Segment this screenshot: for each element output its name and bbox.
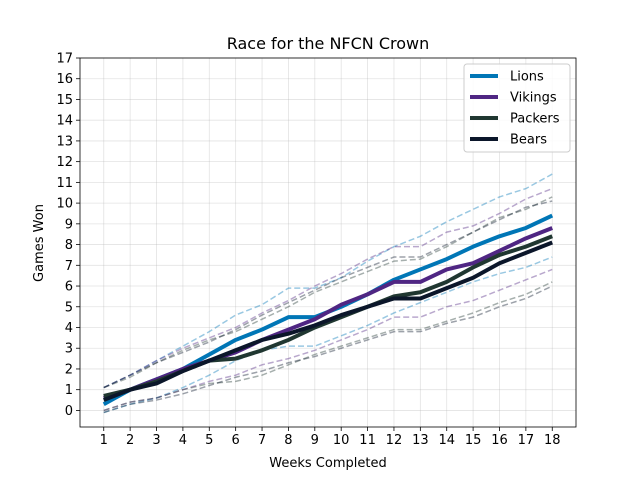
packers-legend-label: Packers <box>510 112 560 127</box>
lions-upper-band-line <box>103 173 553 389</box>
band-layer <box>103 173 553 414</box>
y-tick-label: 13 <box>56 134 73 149</box>
y-tick-label: 7 <box>65 259 73 274</box>
lions-lower-band-line <box>103 256 553 414</box>
x-tick-label: 9 <box>311 433 319 448</box>
y-axis-label: Games Won <box>32 204 47 282</box>
x-tick-label: 15 <box>465 433 482 448</box>
y-tick-label: 1 <box>65 383 73 398</box>
x-axis-label: Weeks Completed <box>269 456 386 471</box>
bears-lower-band-line <box>103 285 553 414</box>
y-tick-label: 0 <box>65 404 73 419</box>
y-tick-label: 11 <box>56 176 73 191</box>
y-tick-label: 14 <box>56 114 73 129</box>
x-tick-label: 6 <box>232 433 240 448</box>
x-tick-label: 4 <box>179 433 187 448</box>
bears-upper-band-line <box>103 200 553 389</box>
legend-box <box>463 63 571 153</box>
line-layer <box>102 213 554 406</box>
x-tick-label: 14 <box>438 433 455 448</box>
y-tick-label: 17 <box>56 52 73 67</box>
vikings-lower-band-line <box>103 268 553 412</box>
x-tick-label: 17 <box>518 433 535 448</box>
vikings-legend-label: Vikings <box>510 91 557 106</box>
x-tick-label: 2 <box>126 433 134 448</box>
x-tick-label: 16 <box>491 433 508 448</box>
x-tick-label: 10 <box>333 433 350 448</box>
bears-legend-label: Bears <box>510 133 547 148</box>
y-tick-label: 5 <box>65 300 73 315</box>
x-tick-label: 18 <box>544 433 561 448</box>
bears-series-line <box>103 240 553 402</box>
plot-frame <box>79 57 577 428</box>
packers-upper-band-line <box>103 196 553 389</box>
x-tick-label: 11 <box>359 433 376 448</box>
vikings-upper-band-line <box>103 187 553 389</box>
legend: Lions Vikings Packers Bears <box>463 63 571 153</box>
x-tick-label: 7 <box>258 433 266 448</box>
x-tick-label: 3 <box>152 433 160 448</box>
y-tick-label: 10 <box>56 197 73 212</box>
y-tick-label: 15 <box>56 93 73 108</box>
packers-lower-band-line <box>103 281 553 412</box>
y-tick-label: 2 <box>65 362 73 377</box>
x-tick-label: 8 <box>284 433 292 448</box>
lions-legend-label: Lions <box>510 70 544 85</box>
chart-title: Race for the NFCN Crown <box>227 34 430 53</box>
y-tick-label: 12 <box>56 155 73 170</box>
x-tick-label: 5 <box>205 433 213 448</box>
y-tick-label: 6 <box>65 280 73 295</box>
x-tick-label: 12 <box>386 433 403 448</box>
y-tick-label: 8 <box>65 238 73 253</box>
x-axis-ticks: 1 2 3 4 5 6 7 8 9 10 11 12 13 14 15 16 17 18 <box>100 427 561 448</box>
y-tick-label: 9 <box>65 217 73 232</box>
y-tick-label: 3 <box>65 342 73 357</box>
y-tick-label: 4 <box>65 321 73 336</box>
x-tick-label: 1 <box>100 433 108 448</box>
x-tick-label: 13 <box>412 433 429 448</box>
y-tick-label: 16 <box>56 72 73 87</box>
